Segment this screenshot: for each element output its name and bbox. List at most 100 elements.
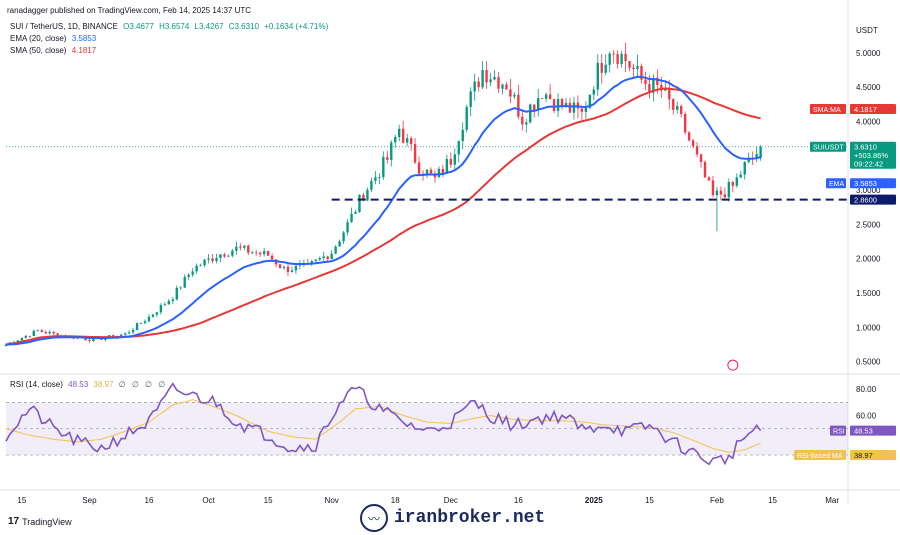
- candle[interactable]: [644, 79, 647, 85]
- candle[interactable]: [40, 330, 43, 333]
- candle[interactable]: [489, 79, 492, 83]
- candle[interactable]: [195, 265, 198, 272]
- candle[interactable]: [199, 265, 202, 267]
- candle[interactable]: [703, 162, 707, 178]
- candle[interactable]: [413, 144, 417, 163]
- candle[interactable]: [163, 304, 167, 306]
- candle[interactable]: [560, 99, 564, 107]
- candle[interactable]: [648, 84, 651, 93]
- candle[interactable]: [350, 213, 353, 223]
- candle[interactable]: [548, 94, 552, 100]
- candle[interactable]: [207, 258, 210, 260]
- ema-legend[interactable]: EMA (20, close) 3.5853: [10, 34, 96, 43]
- candle[interactable]: [580, 108, 584, 112]
- candle[interactable]: [223, 254, 226, 257]
- candle[interactable]: [735, 177, 738, 186]
- candle[interactable]: [318, 258, 321, 260]
- candle[interactable]: [533, 104, 536, 111]
- candle[interactable]: [409, 138, 413, 145]
- candle[interactable]: [155, 312, 159, 315]
- candle[interactable]: [544, 94, 548, 99]
- candle[interactable]: [243, 245, 246, 248]
- candle[interactable]: [366, 189, 369, 201]
- candle[interactable]: [215, 258, 218, 262]
- candle[interactable]: [251, 252, 254, 254]
- candle[interactable]: [417, 162, 421, 174]
- event-flash-icon[interactable]: [727, 359, 739, 371]
- candle[interactable]: [743, 162, 746, 175]
- candle[interactable]: [449, 158, 453, 165]
- candle[interactable]: [48, 331, 51, 334]
- candle[interactable]: [691, 140, 695, 147]
- candle[interactable]: [270, 255, 274, 260]
- candle[interactable]: [390, 142, 393, 160]
- candle[interactable]: [84, 338, 87, 341]
- candle[interactable]: [727, 182, 731, 198]
- candle[interactable]: [32, 330, 35, 337]
- candle[interactable]: [4, 344, 8, 347]
- candle[interactable]: [521, 116, 524, 125]
- candle[interactable]: [481, 70, 484, 88]
- candle[interactable]: [739, 174, 742, 178]
- candle[interactable]: [652, 77, 655, 93]
- candle[interactable]: [354, 212, 357, 214]
- candle[interactable]: [723, 194, 727, 198]
- rsi-legend[interactable]: RSI (14, close) 48.53 38.97 ∅ ∅ ∅ ∅: [10, 380, 167, 389]
- candle[interactable]: [20, 337, 24, 341]
- candle[interactable]: [719, 190, 723, 195]
- candle[interactable]: [56, 333, 59, 337]
- candle[interactable]: [346, 222, 349, 233]
- candle[interactable]: [382, 156, 385, 178]
- candle[interactable]: [179, 287, 182, 289]
- candle[interactable]: [239, 246, 242, 248]
- rsi-line[interactable]: [5, 382, 762, 466]
- candle[interactable]: [608, 53, 611, 65]
- candle[interactable]: [600, 62, 603, 73]
- candle[interactable]: [262, 251, 266, 255]
- candle[interactable]: [477, 81, 480, 88]
- candle[interactable]: [326, 256, 329, 260]
- candle[interactable]: [676, 106, 679, 110]
- candle[interactable]: [151, 314, 155, 317]
- candle[interactable]: [485, 70, 488, 83]
- candle[interactable]: [394, 137, 397, 143]
- candle[interactable]: [620, 53, 623, 65]
- candle[interactable]: [509, 89, 512, 97]
- candle[interactable]: [513, 94, 516, 97]
- candle[interactable]: [525, 122, 528, 125]
- candle[interactable]: [556, 99, 560, 111]
- candle[interactable]: [310, 261, 314, 264]
- candle[interactable]: [656, 77, 659, 85]
- candle[interactable]: [497, 77, 500, 89]
- candle[interactable]: [465, 106, 468, 130]
- candle[interactable]: [24, 335, 28, 338]
- candle[interactable]: [362, 194, 365, 201]
- candle[interactable]: [540, 98, 544, 99]
- candle[interactable]: [473, 81, 476, 92]
- candle[interactable]: [529, 104, 532, 123]
- candle[interactable]: [171, 299, 175, 301]
- candle[interactable]: [139, 323, 143, 324]
- candle[interactable]: [127, 332, 131, 334]
- candle[interactable]: [501, 84, 504, 89]
- candle[interactable]: [636, 65, 639, 70]
- candle[interactable]: [36, 330, 39, 332]
- candle[interactable]: [191, 271, 194, 275]
- sma-50-line[interactable]: [5, 87, 761, 346]
- candle[interactable]: [517, 94, 520, 117]
- candle[interactable]: [505, 84, 508, 90]
- candle[interactable]: [28, 335, 32, 337]
- candle[interactable]: [640, 65, 643, 80]
- candle[interactable]: [759, 146, 762, 158]
- candle[interactable]: [453, 154, 456, 165]
- candle[interactable]: [131, 330, 135, 333]
- candle[interactable]: [747, 157, 750, 163]
- candle[interactable]: [687, 132, 691, 141]
- candle[interactable]: [624, 53, 627, 62]
- candle[interactable]: [282, 266, 286, 268]
- candle[interactable]: [334, 246, 337, 254]
- candle[interactable]: [378, 177, 381, 178]
- candle[interactable]: [679, 106, 683, 114]
- candle[interactable]: [604, 64, 607, 73]
